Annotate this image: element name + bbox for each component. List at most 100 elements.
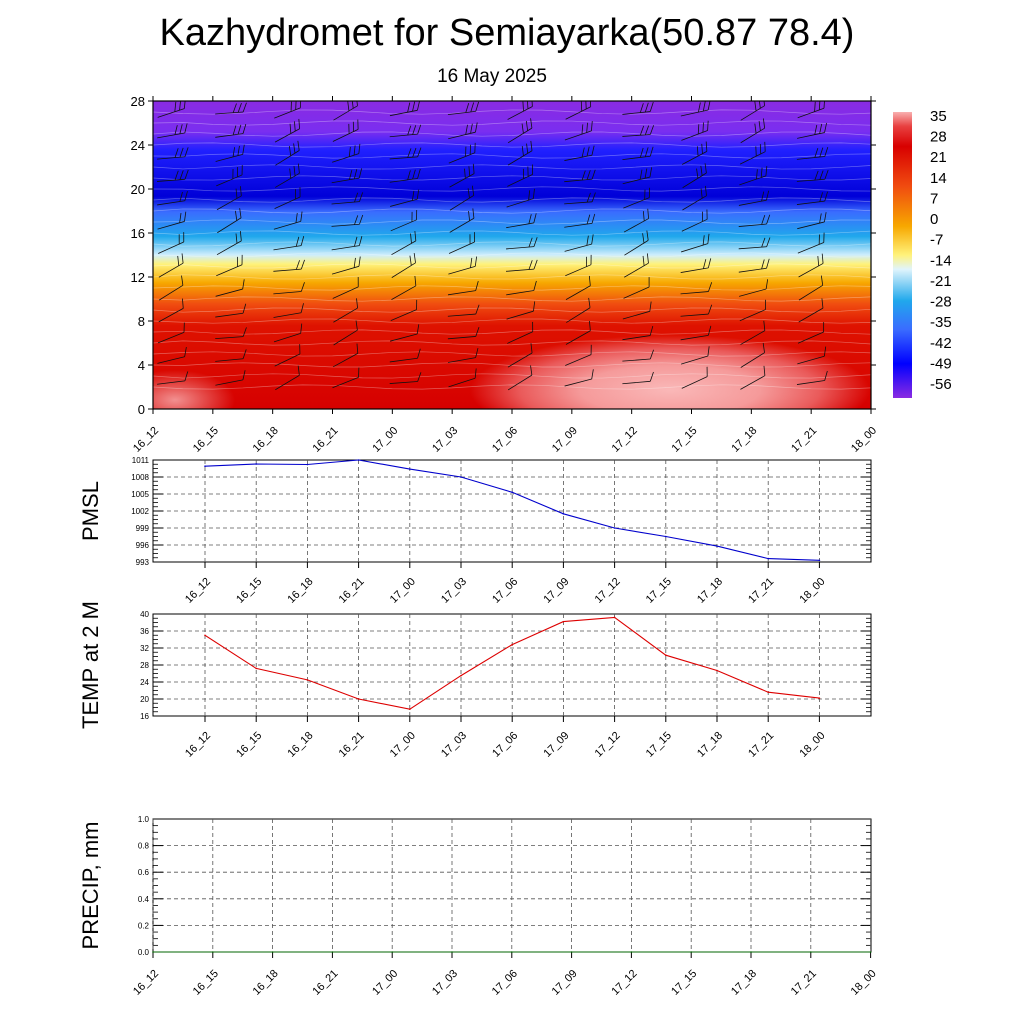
- wind-barb: [565, 275, 591, 300]
- data-point: [409, 708, 411, 710]
- x-tick-label: 17_03: [439, 730, 469, 760]
- wind-barb: [448, 256, 478, 275]
- isotherm-line: [153, 296, 871, 302]
- wind-barb: [797, 212, 827, 230]
- x-tick-label: 17_03: [430, 968, 460, 998]
- wind-barb: [273, 323, 303, 343]
- wind-barb: [564, 369, 594, 387]
- wind-barb: [390, 299, 418, 321]
- isotherm-line: [153, 175, 871, 181]
- x-tick-label: 16_15: [191, 968, 221, 998]
- wind-barb: [622, 349, 654, 362]
- y-tick-label: 40: [140, 610, 149, 619]
- wind-barb: [447, 304, 480, 317]
- wind-barb: [447, 101, 480, 116]
- wind-barb: [275, 365, 300, 391]
- wind-barb: [158, 232, 185, 254]
- x-tick-label: 17_06: [490, 576, 520, 606]
- heatmap-x-tick-label: 17_00: [370, 425, 400, 455]
- temp-panel: 16 20 24 28 32 36 40 16_12 16_15 16_18 16_21 17_00 1…: [78, 601, 872, 760]
- isotherm-contours: [153, 109, 871, 390]
- wind-barb: [564, 192, 596, 205]
- heatmap-hot-region: [470, 335, 870, 409]
- wind-barb: [740, 365, 766, 390]
- y-tick-label: 28: [140, 661, 149, 670]
- x-tick-label: 17_06: [490, 730, 520, 760]
- wind-barb: [448, 122, 478, 140]
- isotherm-line: [153, 164, 871, 170]
- wind-barb: [622, 125, 655, 137]
- wind-barb: [273, 303, 304, 318]
- data-point: [255, 667, 257, 670]
- wind-barb: [622, 146, 654, 161]
- wind-barb: [158, 275, 184, 301]
- y-tick-label: 999: [136, 524, 150, 533]
- wind-barb: [391, 253, 416, 278]
- y-tick-label: 0.2: [138, 921, 150, 930]
- wind-barb: [449, 163, 475, 188]
- wind-barb: [390, 189, 420, 207]
- data-point: [767, 691, 769, 693]
- y-tick-label: 20: [140, 695, 149, 704]
- x-tick-label: 17_00: [370, 968, 400, 998]
- wind-barb: [215, 279, 245, 297]
- heatmap-y-axis: 0 4 8 12 16 20 24 28: [131, 94, 876, 417]
- x-tick-label: 17_03: [439, 576, 469, 606]
- data-point: [630, 951, 633, 953]
- x-tick-label: 17_15: [644, 576, 674, 606]
- precip-panel: 0.0 0.2 0.4 0.6 0.8 1.0 16_12 16_15 16_18 16_21 17…: [78, 815, 879, 998]
- pmsl-panel: 993 996 999 1002 1005 1008 1011 16_12 16_15 16_18…: [78, 456, 872, 606]
- wind-barb: [389, 124, 422, 138]
- isotherm-line: [153, 362, 871, 368]
- wind-barb: [273, 236, 305, 251]
- x-tick-label: 17_12: [593, 730, 623, 760]
- data-point: [409, 468, 411, 470]
- wind-barb: [622, 371, 654, 385]
- wind-barb: [681, 120, 709, 141]
- x-tick-label: 16_21: [337, 576, 367, 606]
- wind-barb: [448, 232, 475, 254]
- x-tick-label: 17_15: [669, 968, 699, 998]
- colorbar-label: 7: [930, 190, 938, 207]
- y-axis-label: PRECIP, mm: [78, 822, 103, 950]
- wind-barb: [507, 140, 533, 166]
- wind-barb: [506, 188, 535, 208]
- data-point: [306, 463, 309, 466]
- heatmap-x-tick-label: 17_18: [729, 425, 759, 455]
- x-tick-label: 17_00: [388, 576, 418, 606]
- heatmap-y-tick-label: 20: [131, 182, 145, 197]
- wind-barb: [506, 280, 537, 296]
- wind-barb: [391, 275, 417, 300]
- colorbar-label: -14: [930, 252, 952, 269]
- wind-barb: [273, 259, 305, 272]
- data-point: [204, 634, 206, 637]
- wind-barb: [275, 140, 300, 166]
- y-tick-label: 36: [140, 627, 149, 636]
- data-point: [331, 951, 334, 953]
- heatmap-x-tick-label: 17_12: [610, 425, 640, 455]
- heatmap-x-tick-label: 16_12: [131, 425, 161, 455]
- wind-barb: [740, 320, 766, 345]
- wind-barb: [274, 187, 301, 210]
- data-point: [716, 545, 718, 547]
- isotherm-line: [153, 340, 871, 346]
- isotherm-line: [153, 153, 871, 159]
- heatmap-y-tick-label: 8: [138, 314, 145, 329]
- wind-barb: [506, 259, 538, 272]
- data-point: [204, 465, 206, 468]
- x-tick-label: 17_09: [541, 730, 571, 760]
- wind-barb: [274, 344, 301, 367]
- data-point: [460, 674, 462, 677]
- colorbar-labels: 35 28 21 14 7 0 -7 -14 -21 -28 -35 -42 -49 -56: [930, 108, 952, 393]
- wind-barb: [680, 346, 710, 365]
- y-tick-label: 996: [136, 541, 150, 550]
- colorbar-label: -49: [930, 355, 952, 372]
- heatmap-y-tick-label: 24: [131, 138, 145, 153]
- isotherm-line: [153, 318, 871, 324]
- isotherm-line: [153, 197, 871, 203]
- data-point: [750, 951, 752, 953]
- wind-barb: [389, 168, 421, 183]
- isotherm-line: [153, 142, 871, 148]
- x-tick-label: 17_18: [729, 968, 759, 998]
- isotherm-line: [153, 351, 871, 357]
